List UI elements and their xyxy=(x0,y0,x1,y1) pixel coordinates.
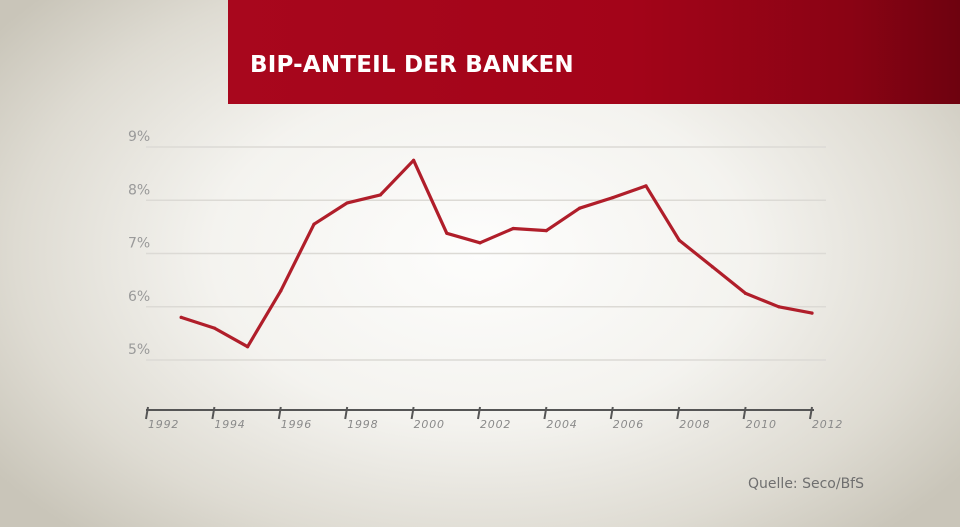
title-banner: BIP-ANTEIL DER BANKEN xyxy=(228,0,960,104)
x-tick-label: 1996 xyxy=(281,418,312,431)
data-point xyxy=(179,315,183,319)
x-tick-label: 1998 xyxy=(347,418,378,431)
x-tick-label: 2000 xyxy=(414,418,445,431)
data-point xyxy=(212,326,216,330)
data-point xyxy=(478,241,482,245)
data-point xyxy=(744,291,748,296)
data-point xyxy=(611,195,615,200)
x-tick-label: 2006 xyxy=(613,418,644,431)
data-point xyxy=(312,222,316,226)
x-tick-label: 2008 xyxy=(679,418,710,431)
series-line xyxy=(179,158,814,349)
x-tick xyxy=(410,406,415,420)
data-point xyxy=(544,229,549,233)
data-point xyxy=(710,265,715,269)
x-tick xyxy=(477,406,481,420)
x-tick xyxy=(609,406,614,420)
y-tick-label: 6% xyxy=(128,289,150,305)
source-note: Quelle: Seco/BfS xyxy=(748,476,864,492)
x-tick-label: 2002 xyxy=(480,418,511,431)
data-point xyxy=(644,184,648,188)
x-tick xyxy=(211,406,216,420)
x-tick-label: 2012 xyxy=(812,418,843,431)
data-point xyxy=(511,226,515,231)
data-point xyxy=(279,289,283,293)
x-tick xyxy=(277,406,282,420)
x-tick-label: 1992 xyxy=(148,418,179,431)
y-tick-label: 8% xyxy=(128,182,150,198)
y-tick-label: 5% xyxy=(128,342,150,358)
x-tick-label: 1994 xyxy=(214,418,245,431)
y-tick-label: 9% xyxy=(128,129,150,145)
data-point xyxy=(810,311,814,315)
x-tick-label: 2010 xyxy=(746,418,777,431)
data-point xyxy=(345,201,349,205)
y-tick-label: 7% xyxy=(128,236,150,252)
x-tick xyxy=(543,406,548,420)
data-point xyxy=(578,206,582,210)
data-point xyxy=(777,305,781,309)
x-tick xyxy=(809,406,813,420)
x-tick xyxy=(145,406,149,420)
data-point xyxy=(246,345,250,349)
x-tick xyxy=(344,406,349,420)
data-point xyxy=(445,231,449,235)
x-tick-label: 2004 xyxy=(546,418,577,431)
chart-title: BIP-ANTEIL DER BANKEN xyxy=(250,52,574,78)
data-point xyxy=(378,193,382,197)
data-point xyxy=(412,158,416,162)
data-point xyxy=(677,238,681,242)
x-tick xyxy=(742,406,747,420)
x-tick xyxy=(676,406,681,420)
